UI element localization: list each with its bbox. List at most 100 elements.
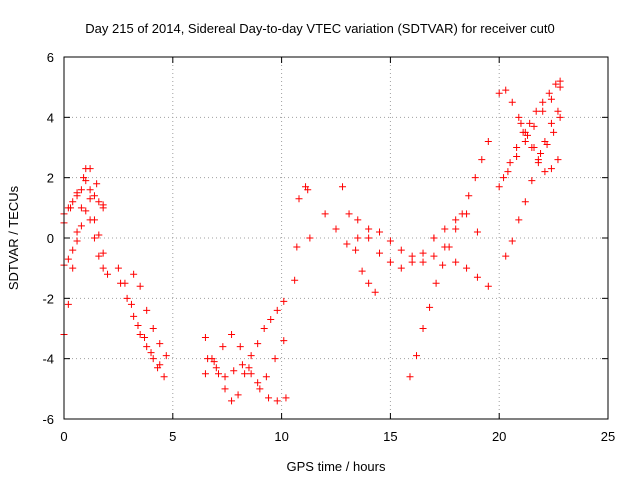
data-point [241,370,249,378]
data-point [306,234,314,242]
data-point [530,122,538,130]
data-point [254,379,262,387]
series-trace-r [500,77,564,182]
data-point [295,195,303,203]
x-tick-label: 25 [601,429,615,444]
data-point [149,355,157,363]
data-point [358,267,366,275]
data-point [408,252,416,260]
data-point [473,228,481,236]
series-trace-i [201,331,288,387]
data-point [212,364,220,372]
data-point [273,397,281,405]
data-point [156,340,164,348]
data-point [508,237,516,245]
data-point [156,361,164,369]
data-point [397,246,405,254]
data-point [345,210,353,218]
data-point [228,397,236,405]
data-point [73,237,81,245]
data-point [247,352,255,360]
data-point [458,210,466,218]
series-trace-h [201,297,288,405]
data-point [123,294,131,302]
data-point [550,128,558,136]
data-point [236,343,244,351]
data-point [554,156,562,164]
y-tick-label: 2 [47,171,54,186]
data-point [201,370,209,378]
data-point [267,315,275,323]
data-point [502,86,510,94]
data-point [143,306,151,314]
data-point [95,252,103,260]
series-trace-b [60,207,107,272]
data-point [86,186,94,194]
data-point [130,270,138,278]
data-point [473,273,481,281]
data-point [419,258,427,266]
data-point [245,364,253,372]
data-point [141,334,149,342]
data-point [77,186,85,194]
x-tick-label: 20 [492,429,506,444]
data-point [452,258,460,266]
data-point [556,83,564,91]
data-point [478,156,486,164]
data-point [452,225,460,233]
data-point [441,225,449,233]
data-point [293,243,301,251]
data-point [130,312,138,320]
data-point [230,367,238,375]
data-point [77,222,85,230]
data-point [547,165,555,173]
data-point [354,234,362,242]
data-point [426,303,434,311]
data-point [541,168,549,176]
data-point [352,246,360,254]
data-point [127,300,135,308]
data-point [136,331,144,339]
data-point [69,246,77,254]
data-point [545,89,553,97]
data-point [543,140,551,148]
data-point [495,89,503,97]
data-point [439,261,447,269]
data-points [60,77,564,405]
data-point [371,288,379,296]
data-point [365,279,373,287]
data-point [419,249,427,257]
x-tick-label: 15 [383,429,397,444]
data-point [204,355,212,363]
data-point [219,343,227,351]
data-point [432,279,440,287]
data-point [321,210,329,218]
data-point [523,131,531,139]
data-point [556,113,564,121]
series-trace-l [321,210,438,266]
data-point [452,216,460,224]
data-point [519,128,527,136]
data-point [73,228,81,236]
data-point [134,321,142,329]
data-point [484,282,492,290]
data-point [463,264,471,272]
data-point [376,228,384,236]
data-point [408,258,416,266]
data-point [82,207,90,215]
series-trace-k [291,183,314,284]
y-tick-label: 4 [47,110,54,125]
data-point [280,297,288,305]
data-point [254,340,262,348]
y-tick-label: 6 [47,50,54,65]
data-point [69,264,77,272]
data-point [234,391,242,399]
data-point [273,306,281,314]
data-point [530,144,538,151]
data-point [117,279,125,287]
data-point [539,107,547,115]
data-point [67,204,75,212]
data-point [537,150,545,158]
data-point [260,325,268,332]
data-point [86,216,94,224]
